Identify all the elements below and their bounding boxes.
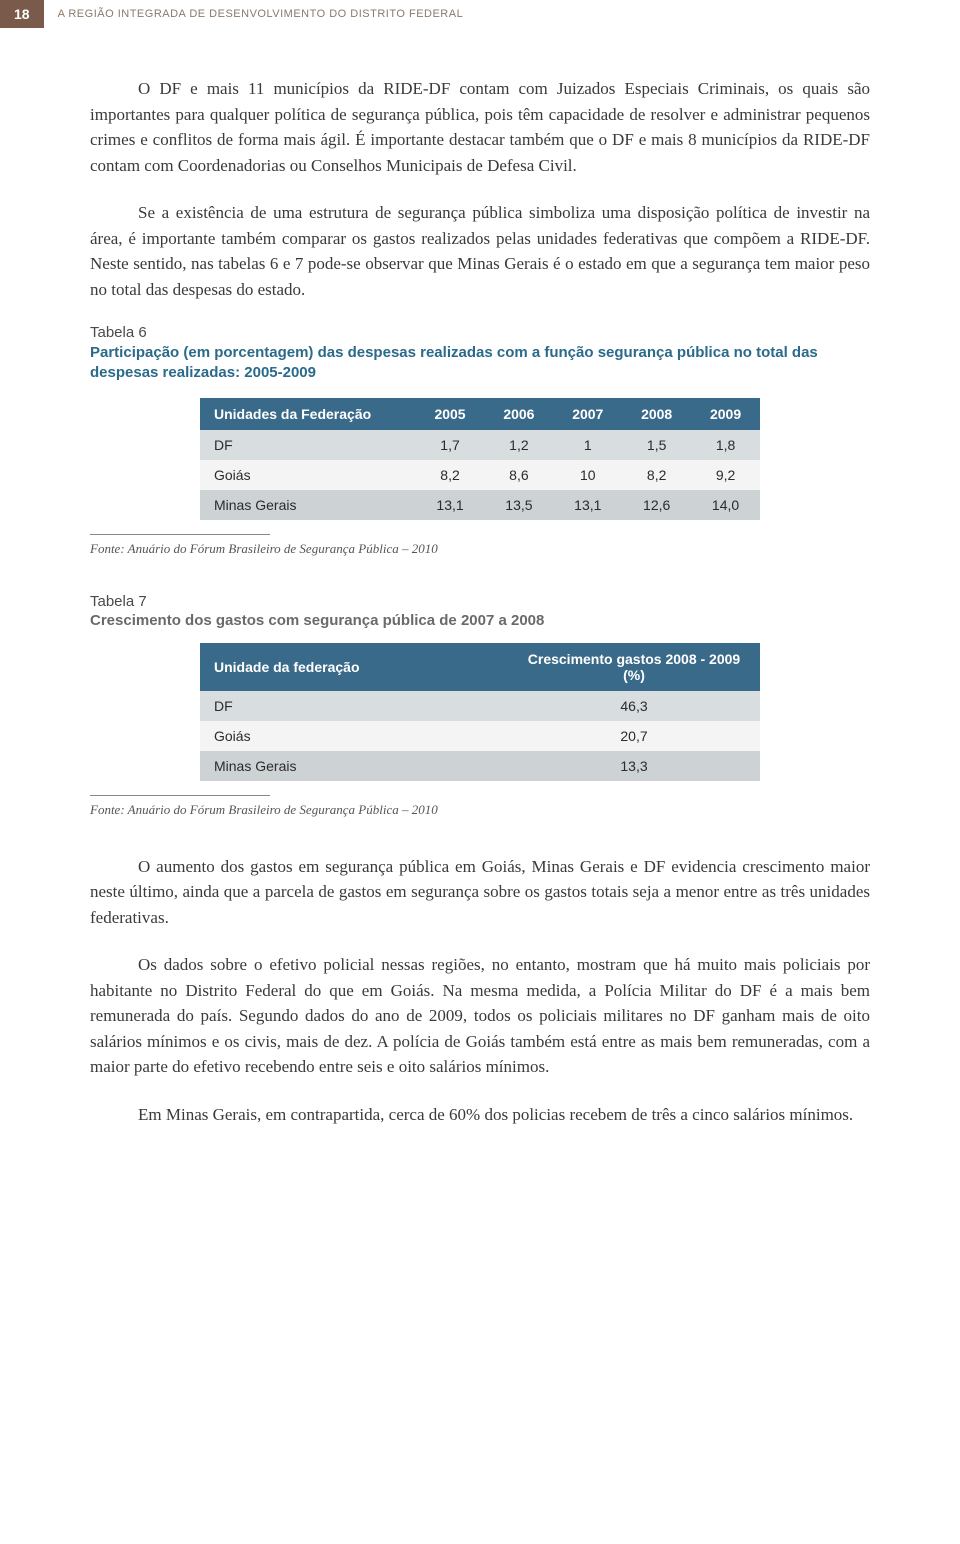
table6: Unidades da Federação 2005 2006 2007 200… <box>200 398 760 520</box>
paragraph-2: Se a existência de uma estrutura de segu… <box>90 200 870 302</box>
cell: 1,8 <box>691 430 760 460</box>
cell: 12,6 <box>622 490 691 520</box>
table-row: DF 1,7 1,2 1 1,5 1,8 <box>200 430 760 460</box>
table6-year-3: 2008 <box>622 398 691 430</box>
page-number-badge: 18 <box>0 0 44 28</box>
table7-source: Fonte: Anuário do Fórum Brasileiro de Se… <box>90 802 870 818</box>
table6-year-4: 2009 <box>691 398 760 430</box>
table6-label: Tabela 6 <box>90 324 870 341</box>
paragraph-5: Em Minas Gerais, em contrapartida, cerca… <box>90 1102 870 1128</box>
cell: Minas Gerais <box>200 490 416 520</box>
table-row: DF 46,3 <box>200 691 760 721</box>
cell: 9,2 <box>691 460 760 490</box>
cell: 1,5 <box>622 430 691 460</box>
page-header: 18 A REGIÃO INTEGRADA DE DESENVOLVIMENTO… <box>0 0 960 28</box>
table7-title: Crescimento dos gastos com segurança púb… <box>90 612 870 629</box>
cell: 8,6 <box>484 460 553 490</box>
table7: Unidade da federação Crescimento gastos … <box>200 643 760 781</box>
table6-header-label: Unidades da Federação <box>200 398 416 430</box>
table6-title: Participação (em porcentagem) das despes… <box>90 343 870 384</box>
cell: 10 <box>553 460 622 490</box>
footnote-divider <box>90 534 270 535</box>
running-title: A REGIÃO INTEGRADA DE DESENVOLVIMENTO DO… <box>58 8 464 20</box>
cell: 20,7 <box>508 721 760 751</box>
cell: 13,1 <box>553 490 622 520</box>
table6-year-2: 2007 <box>553 398 622 430</box>
table7-label: Tabela 7 <box>90 593 870 610</box>
table-row: Minas Gerais 13,3 <box>200 751 760 781</box>
table7-col1: Unidade da federação <box>200 643 508 691</box>
cell: 46,3 <box>508 691 760 721</box>
table-row: Goiás 8,2 8,6 10 8,2 9,2 <box>200 460 760 490</box>
cell: 8,2 <box>416 460 485 490</box>
cell: 13,5 <box>484 490 553 520</box>
cell: 13,3 <box>508 751 760 781</box>
cell: 1,7 <box>416 430 485 460</box>
paragraph-1: O DF e mais 11 municípios da RIDE-DF con… <box>90 76 870 178</box>
table-row: Goiás 20,7 <box>200 721 760 751</box>
cell: DF <box>200 430 416 460</box>
cell: 1,2 <box>484 430 553 460</box>
table6-year-1: 2006 <box>484 398 553 430</box>
paragraph-3: O aumento dos gastos em segurança públic… <box>90 854 870 931</box>
cell: 8,2 <box>622 460 691 490</box>
paragraph-4: Os dados sobre o efetivo policial nessas… <box>90 952 870 1080</box>
cell: 13,1 <box>416 490 485 520</box>
table6-source: Fonte: Anuário do Fórum Brasileiro de Se… <box>90 541 870 557</box>
cell: Goiás <box>200 721 508 751</box>
cell: DF <box>200 691 508 721</box>
cell: Minas Gerais <box>200 751 508 781</box>
table-row: Minas Gerais 13,1 13,5 13,1 12,6 14,0 <box>200 490 760 520</box>
table6-year-0: 2005 <box>416 398 485 430</box>
cell: 14,0 <box>691 490 760 520</box>
table7-col2: Crescimento gastos 2008 - 2009 (%) <box>508 643 760 691</box>
cell: 1 <box>553 430 622 460</box>
cell: Goiás <box>200 460 416 490</box>
footnote-divider <box>90 795 270 796</box>
page-content: O DF e mais 11 municípios da RIDE-DF con… <box>0 76 960 1189</box>
